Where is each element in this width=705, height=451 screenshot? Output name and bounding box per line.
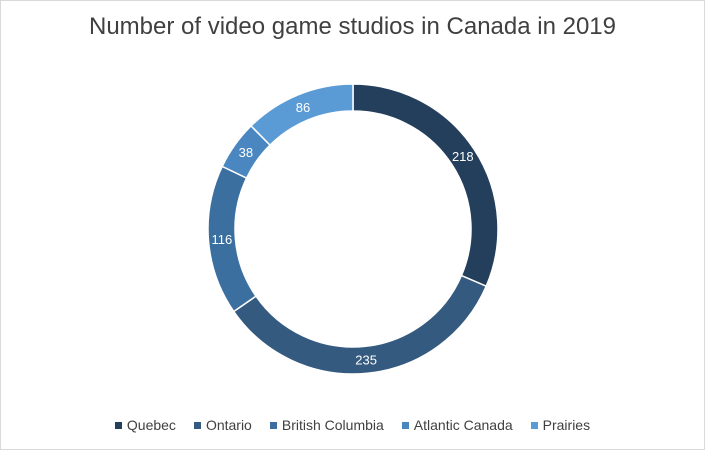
- legend-swatch: [530, 421, 538, 429]
- chart-title: Number of video game studios in Canada i…: [89, 13, 616, 40]
- donut-slice-quebec: [352, 83, 499, 288]
- legend-label: Prairies: [542, 417, 591, 433]
- data-label-ontario: 235: [355, 352, 377, 367]
- legend-item-quebec: Quebec: [114, 417, 176, 433]
- legend-item-ontario: Ontario: [193, 417, 252, 433]
- chart-legend: Quebec Ontario British Columbia Atlantic Ca…: [1, 417, 704, 433]
- legend-swatch: [193, 421, 201, 429]
- legend-swatch: [401, 421, 409, 429]
- legend-label: Quebec: [126, 417, 176, 433]
- legend-item-atlantic-canada: Atlantic Canada: [401, 417, 513, 433]
- legend-label: British Columbia: [281, 417, 384, 433]
- legend-swatch: [114, 421, 122, 429]
- data-label-atlantic-canada: 38: [239, 145, 253, 160]
- donut-slice-prairies: [249, 83, 354, 147]
- data-label-prairies: 86: [296, 100, 310, 115]
- legend-item-prairies: Prairies: [530, 417, 591, 433]
- data-label-british-columbia: 116: [212, 232, 233, 247]
- legend-swatch: [269, 421, 277, 429]
- legend-item-british-columbia: British Columbia: [269, 417, 384, 433]
- legend-label: Atlantic Canada: [413, 417, 513, 433]
- data-label-quebec: 218: [452, 149, 474, 164]
- legend-label: Ontario: [205, 417, 252, 433]
